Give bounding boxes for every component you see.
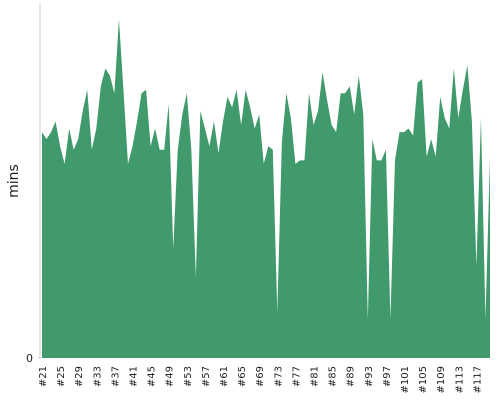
x-tick-label: #73	[273, 366, 284, 387]
x-tick-label: #81	[310, 366, 321, 387]
y-axis-label: mins	[6, 164, 22, 198]
x-tick-label: #85	[328, 366, 339, 387]
x-tick-label: #29	[74, 366, 85, 387]
x-tick-label: #25	[56, 366, 67, 387]
x-tick-label: #97	[382, 366, 393, 387]
x-tick-label: #53	[183, 366, 194, 387]
x-tick-label: #21	[38, 366, 49, 387]
x-tick-label: #89	[346, 366, 357, 387]
x-tick-label: #117	[472, 366, 483, 393]
x-tick-label: #57	[201, 366, 212, 387]
x-tick-label: #109	[436, 366, 447, 393]
area	[42, 19, 490, 359]
x-tick-label: #45	[147, 366, 158, 387]
x-tick-label: #37	[110, 366, 121, 387]
y-tick-label: 0	[26, 352, 33, 365]
x-tick-label: #41	[129, 366, 140, 387]
x-tick-label: #101	[400, 366, 411, 393]
x-tick-label: #33	[92, 366, 103, 387]
x-tick-label: #49	[165, 366, 176, 387]
x-tick-label: #77	[291, 366, 302, 387]
x-tick-label: #61	[219, 366, 230, 387]
x-tick-label: #113	[454, 366, 465, 393]
x-tick-label: #93	[364, 366, 375, 387]
x-tick-label: #69	[255, 366, 266, 387]
x-tick-label: #65	[237, 366, 248, 387]
x-tick-label: #105	[418, 366, 429, 393]
